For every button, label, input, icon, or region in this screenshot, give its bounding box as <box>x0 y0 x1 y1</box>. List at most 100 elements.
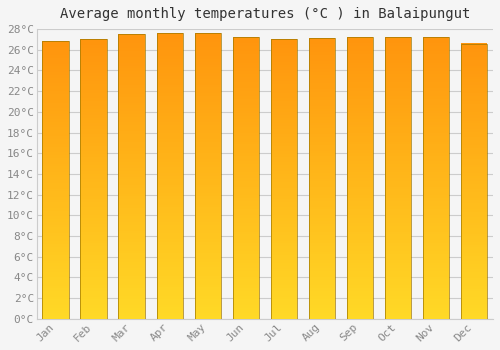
Bar <box>118 36 145 40</box>
Bar <box>232 228 259 232</box>
Bar <box>194 164 221 167</box>
Bar <box>270 123 297 126</box>
Bar <box>460 217 487 220</box>
Bar <box>42 313 69 316</box>
Bar <box>422 163 450 167</box>
Bar <box>232 296 259 299</box>
Bar <box>384 141 411 144</box>
Bar <box>308 237 335 240</box>
Bar <box>384 74 411 77</box>
Bar <box>346 96 374 99</box>
Bar <box>194 201 221 205</box>
Bar <box>42 44 69 47</box>
Bar <box>194 135 221 139</box>
Bar <box>156 224 183 228</box>
Bar <box>270 156 297 160</box>
Bar <box>384 239 411 243</box>
Bar <box>156 295 183 299</box>
Bar <box>346 124 374 127</box>
Bar <box>270 204 297 207</box>
Bar <box>42 249 69 252</box>
Bar <box>232 99 259 102</box>
Bar <box>346 189 374 192</box>
Bar <box>270 290 297 294</box>
Bar <box>118 176 145 180</box>
Bar <box>384 163 411 167</box>
Bar <box>42 66 69 69</box>
Bar <box>384 203 411 206</box>
Bar <box>42 290 69 294</box>
Bar <box>42 227 69 230</box>
Bar <box>42 205 69 208</box>
Bar <box>384 279 411 282</box>
Bar <box>118 293 145 296</box>
Bar <box>384 93 411 97</box>
Bar <box>346 242 374 246</box>
Bar <box>270 268 297 271</box>
Bar <box>460 117 487 121</box>
Bar <box>384 147 411 150</box>
Bar <box>270 120 297 123</box>
Bar <box>42 274 69 277</box>
Bar <box>194 124 221 127</box>
Bar <box>422 268 450 271</box>
Bar <box>232 197 259 201</box>
Bar <box>460 233 487 236</box>
Bar <box>422 183 450 187</box>
Bar <box>422 237 450 240</box>
Bar <box>194 96 221 99</box>
Bar <box>270 61 297 64</box>
Bar <box>270 220 297 224</box>
Bar <box>156 155 183 159</box>
Bar <box>80 50 107 54</box>
Bar <box>232 251 259 254</box>
Bar <box>308 142 335 145</box>
Bar <box>308 38 335 41</box>
Bar <box>194 110 221 113</box>
Bar <box>156 124 183 127</box>
Bar <box>270 142 297 146</box>
Bar <box>42 85 69 89</box>
Bar <box>460 134 487 137</box>
Bar <box>346 85 374 88</box>
Bar <box>118 159 145 162</box>
Bar <box>422 301 450 305</box>
Bar <box>118 60 145 63</box>
Bar <box>80 164 107 168</box>
Bar <box>232 37 259 40</box>
Bar <box>422 166 450 170</box>
Bar <box>308 105 335 108</box>
Bar <box>156 135 183 139</box>
Bar <box>156 153 183 156</box>
Bar <box>118 224 145 228</box>
Bar <box>308 71 335 75</box>
Bar <box>156 230 183 233</box>
Bar <box>80 140 107 143</box>
Bar <box>346 104 374 108</box>
Bar <box>308 133 335 136</box>
Bar <box>346 68 374 71</box>
Bar <box>384 231 411 234</box>
Bar <box>232 290 259 294</box>
Bar <box>270 56 297 59</box>
Bar <box>194 150 221 153</box>
Bar <box>422 85 450 88</box>
Bar <box>270 148 297 151</box>
Bar <box>42 280 69 283</box>
Bar <box>42 244 69 247</box>
Bar <box>42 191 69 194</box>
Bar <box>156 281 183 285</box>
Bar <box>346 169 374 173</box>
Bar <box>308 262 335 266</box>
Bar <box>384 88 411 91</box>
Bar <box>232 166 259 170</box>
Bar <box>80 39 107 42</box>
Bar <box>156 253 183 256</box>
Bar <box>232 316 259 319</box>
Bar <box>460 203 487 206</box>
Bar <box>384 276 411 279</box>
Bar <box>422 296 450 299</box>
Bar <box>80 262 107 266</box>
Bar <box>156 241 183 245</box>
Bar <box>346 231 374 234</box>
